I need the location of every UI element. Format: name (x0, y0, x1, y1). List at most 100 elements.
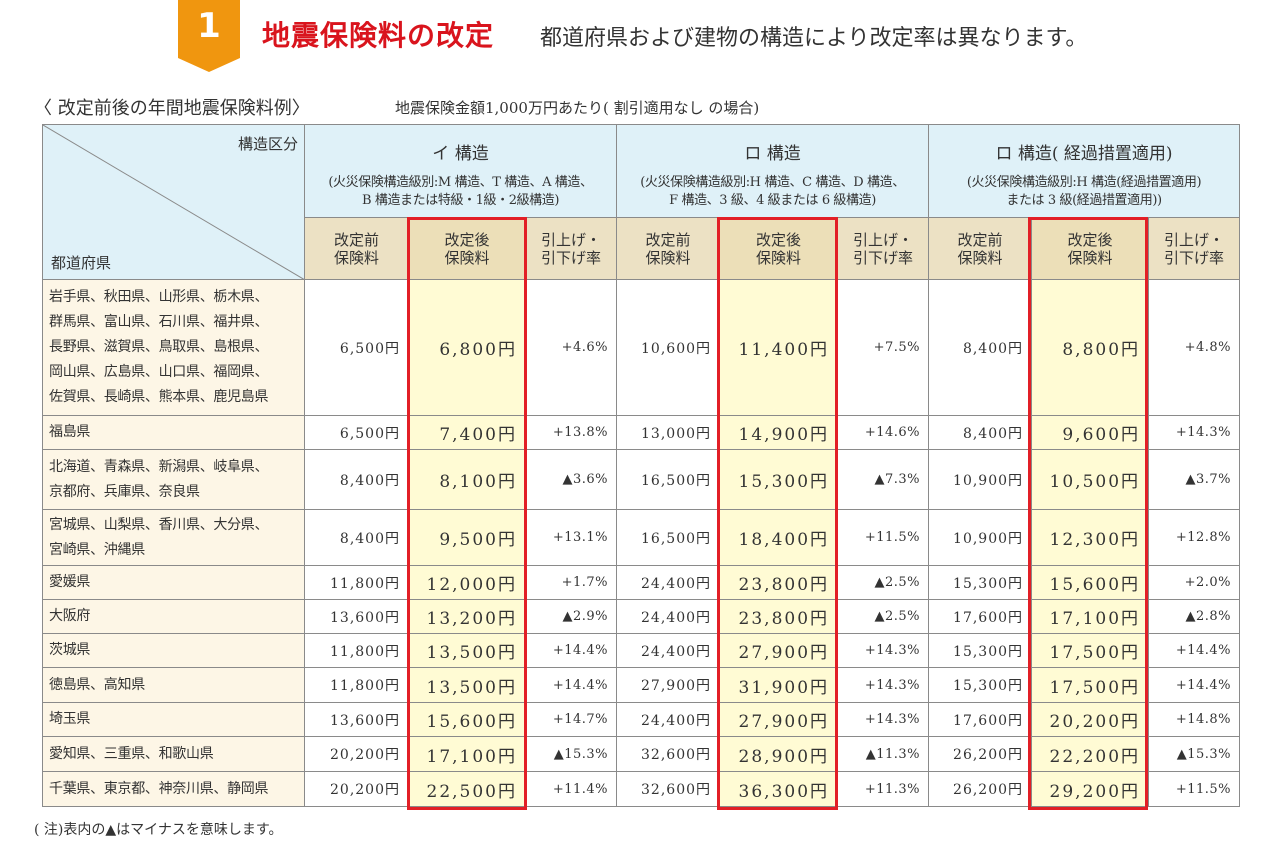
after-premium-cell: 12,000円 (408, 565, 526, 600)
before-premium-cell: 10,900円 (928, 449, 1033, 510)
before-premium-cell: 11,800円 (304, 565, 409, 600)
premium-table: 構造区分 都道府県 イ 構造 (火災保険構造級別:M 構造、T 構造、A 構造、… (42, 124, 1241, 807)
before-premium-cell: 24,400円 (616, 633, 721, 668)
after-premium-cell: 27,900円 (719, 702, 839, 737)
prefecture-cell: 岩手県、秋田県、山形県、栃木県、 群馬県、富山県、石川県、福井県、 長野県、滋賀… (42, 279, 305, 416)
after-premium-cell: 8,100円 (408, 449, 526, 510)
before-premium-cell: 24,400円 (616, 702, 721, 737)
before-premium-cell: 16,500円 (616, 509, 721, 566)
after-premium-cell: 20,200円 (1031, 702, 1150, 737)
table-row: 愛知県、三重県、和歌山県 20,200円 17,100円 ▲15.3% 32,600円 2… (42, 736, 1241, 772)
prefecture-cell: 大阪府 (42, 599, 305, 634)
after-premium-cell: 31,900円 (719, 667, 839, 703)
before-premium-cell: 13,600円 (304, 702, 409, 737)
before-premium-cell: 32,600円 (616, 736, 721, 772)
before-premium-cell: 10,600円 (616, 279, 721, 416)
prefecture-cell: 宮城県、山梨県、香川県、大分県、 宮崎県、沖縄県 (42, 509, 305, 566)
prefecture-cell: 千葉県、東京都、神奈川県、静岡県 (42, 771, 305, 807)
after-premium-cell: 13,200円 (408, 599, 526, 634)
footnote: ( 注)表内の▲はマイナスを意味します。 (34, 822, 283, 838)
change-rate-cell: +14.4% (524, 633, 618, 668)
before-premium-cell: 8,400円 (304, 509, 409, 566)
table-body: 岩手県、秋田県、山形県、栃木県、 群馬県、富山県、石川県、福井県、 長野県、滋賀… (42, 279, 1241, 807)
change-rate-cell: +11.5% (837, 509, 930, 566)
change-rate-header: 引上げ・ 引下げ率 (1148, 217, 1241, 280)
change-rate-cell: +14.6% (837, 415, 930, 450)
after-premium-cell: 29,200円 (1031, 771, 1150, 807)
change-rate-cell: +14.4% (524, 667, 618, 703)
group-header-i: イ 構造 (火災保険構造級別:M 構造、T 構造、A 構造、 B 構造または特級… (303, 124, 618, 218)
change-rate-cell: ▲2.5% (837, 565, 930, 600)
before-premium-cell: 8,400円 (928, 415, 1033, 450)
after-premium-cell: 36,300円 (719, 771, 839, 807)
after-premium-cell: 11,400円 (719, 279, 839, 416)
after-premium-cell: 28,900円 (719, 736, 839, 772)
before-premium-cell: 15,300円 (928, 633, 1033, 668)
change-rate-cell: +7.5% (837, 279, 930, 416)
change-rate-cell: ▲7.3% (837, 449, 930, 510)
after-premium-cell: 13,500円 (408, 667, 526, 703)
badge-number: 1 (197, 6, 221, 46)
after-premium-cell: 14,900円 (719, 415, 839, 450)
change-rate-cell: ▲11.3% (837, 736, 930, 772)
before-premium-cell: 24,400円 (616, 565, 721, 600)
table-caption-note: 地震保険金額1,000万円あたり( 割引適用なし の場合) (395, 99, 760, 117)
sub-header-row: 改定前 保険料 改定後 保険料 引上げ・ 引下げ率 改定前 保険料 改定後 保険料 引上げ・ 引下げ率… (43, 217, 1241, 280)
prefecture-cell: 北海道、青森県、新潟県、岐阜県、 京都府、兵庫県、奈良県 (42, 449, 305, 510)
before-premium-cell: 13,000円 (616, 415, 721, 450)
before-premium-cell: 13,600円 (304, 599, 409, 634)
change-rate-cell: +14.7% (524, 702, 618, 737)
before-premium-cell: 15,300円 (928, 565, 1033, 600)
change-rate-cell: +14.3% (837, 633, 930, 668)
prefecture-cell: 茨城県 (42, 633, 305, 668)
after-premium-header: 改定後 保険料 (408, 217, 526, 280)
after-premium-cell: 18,400円 (719, 509, 839, 566)
corner-diagonal-line (43, 125, 305, 280)
change-rate-cell: ▲15.3% (524, 736, 618, 772)
group-header-ro: ロ 構造 (火災保険構造級別:H 構造、C 構造、D 構造、 F 構造、3 級、… (616, 124, 930, 218)
after-premium-cell: 7,400円 (408, 415, 526, 450)
after-premium-cell: 23,800円 (719, 565, 839, 600)
before-premium-cell: 26,200円 (928, 736, 1033, 772)
table-row: 岩手県、秋田県、山形県、栃木県、 群馬県、富山県、石川県、福井県、 長野県、滋賀… (42, 279, 1241, 416)
after-premium-cell: 15,300円 (719, 449, 839, 510)
after-premium-cell: 22,200円 (1031, 736, 1150, 772)
before-premium-cell: 8,400円 (928, 279, 1033, 416)
before-premium-cell: 15,300円 (928, 667, 1033, 703)
table-row: 埼玉県 13,600円 15,600円 +14.7% 24,400円 27,900円 +14… (42, 702, 1241, 737)
before-premium-header: 改定前 保険料 (616, 217, 721, 280)
change-rate-cell: +11.4% (524, 771, 618, 807)
after-premium-cell: 15,600円 (408, 702, 526, 737)
before-premium-cell: 17,600円 (928, 702, 1033, 737)
change-rate-cell: +14.8% (1148, 702, 1241, 737)
change-rate-cell: +13.1% (524, 509, 618, 566)
table-row: 徳島県、高知県 11,800円 13,500円 +14.4% 27,900円 31,900… (42, 667, 1241, 703)
change-rate-cell: +14.3% (837, 667, 930, 703)
section-number-badge: 1 (178, 0, 240, 72)
before-premium-cell: 32,600円 (616, 771, 721, 807)
change-rate-cell: +11.5% (1148, 771, 1241, 807)
table-row: 福島県 6,500円 7,400円 +13.8% 13,000円 14,900円 +14.6… (42, 415, 1241, 450)
before-premium-cell: 27,900円 (616, 667, 721, 703)
before-premium-cell: 16,500円 (616, 449, 721, 510)
header-corner: 構造区分 都道府県 (42, 124, 305, 280)
prefecture-cell: 埼玉県 (42, 702, 305, 737)
section-subtitle: 都道府県および建物の構造により改定率は異なります。 (540, 26, 1088, 51)
after-premium-cell: 17,100円 (408, 736, 526, 772)
change-rate-cell: +11.3% (837, 771, 930, 807)
prefecture-cell: 愛媛県 (42, 565, 305, 600)
after-premium-cell: 12,300円 (1031, 509, 1150, 566)
change-rate-cell: +14.3% (1148, 415, 1241, 450)
change-rate-cell: ▲3.6% (524, 449, 618, 510)
change-rate-cell: ▲15.3% (1148, 736, 1241, 772)
before-premium-cell: 11,800円 (304, 667, 409, 703)
change-rate-cell: ▲2.9% (524, 599, 618, 634)
change-rate-cell: ▲3.7% (1148, 449, 1241, 510)
change-rate-cell: ▲2.8% (1148, 599, 1241, 634)
change-rate-cell: +14.4% (1148, 633, 1241, 668)
change-rate-header: 引上げ・ 引下げ率 (837, 217, 930, 280)
after-premium-cell: 15,600円 (1031, 565, 1150, 600)
prefecture-label: 都道府県 (51, 254, 112, 272)
after-premium-header: 改定後 保険料 (719, 217, 839, 280)
before-premium-cell: 24,400円 (616, 599, 721, 634)
